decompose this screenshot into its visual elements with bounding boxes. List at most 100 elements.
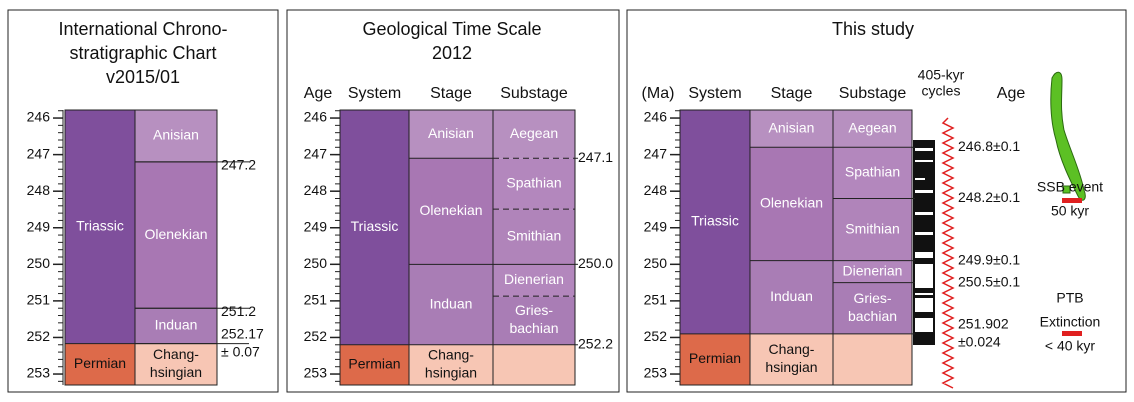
column-header: Stage: [771, 85, 813, 102]
unit-label: bachian: [848, 308, 897, 324]
time-unit: [833, 282, 912, 334]
tick-label: 252: [304, 328, 328, 344]
boundary-label: 251.2: [221, 303, 256, 319]
column-border: [492, 109, 576, 386]
panel-title: v2015/01: [106, 67, 180, 87]
unit-label: Olenekian: [144, 226, 207, 242]
unit-label: Triassic: [76, 218, 124, 234]
time-unit: [833, 333, 912, 385]
time-unit: [409, 158, 493, 265]
tick-label: 250: [27, 255, 51, 271]
time-unit: [135, 308, 217, 344]
time-unit: [135, 161, 217, 309]
note: 50 kyr: [1051, 203, 1089, 219]
time-unit: [750, 260, 833, 334]
unit-label: Dienerian: [504, 271, 564, 287]
unit-label: Induan: [430, 295, 473, 311]
unit-label: Aegean: [510, 125, 558, 141]
unit-label: Permian: [74, 355, 126, 371]
column-header: Stage: [430, 85, 472, 102]
tick-label: 252: [27, 328, 51, 344]
unit-label: Chang-: [428, 347, 474, 363]
scale-bar: [1062, 331, 1082, 336]
time-unit: [833, 147, 912, 199]
boundary-label: 247.2: [221, 157, 256, 173]
time-unit: [493, 264, 575, 297]
time-unit: [833, 198, 912, 261]
tick-label: 251: [27, 292, 51, 308]
tick-label: 251: [304, 292, 328, 308]
unit-label: Olenekian: [760, 195, 823, 211]
unit-label: Induan: [770, 288, 813, 304]
unit-label: Chang-: [769, 341, 815, 357]
unit-label: Permian: [348, 356, 400, 372]
panel-title: stratigraphic Chart: [69, 43, 216, 63]
tick-label: 248: [304, 182, 328, 198]
unit-label: Spathian: [506, 174, 561, 190]
unit-label: hsingian: [765, 359, 817, 375]
tick-label: 250: [644, 255, 668, 271]
column-border: [134, 109, 218, 386]
time-unit: [65, 343, 135, 385]
note: < 40 kyr: [1045, 338, 1096, 354]
unit-label: bachian: [509, 320, 558, 336]
time-unit: [493, 209, 575, 265]
wave-line: [941, 117, 955, 389]
unit-label: Smithian: [507, 227, 561, 243]
time-unit: [680, 110, 750, 334]
unit-label: Induan: [155, 317, 198, 333]
unit-label: Anisian: [428, 125, 474, 141]
tick-label: 249: [304, 218, 328, 234]
column-header: Age: [997, 85, 1026, 102]
tick-label: 253: [304, 365, 328, 381]
boundary-label: 246.8±0.1: [958, 138, 1020, 154]
column-border: [832, 109, 913, 386]
time-unit: [409, 344, 493, 385]
time-unit: [750, 110, 833, 148]
panel-frame: [626, 9, 1127, 393]
unit-label: Chang-: [153, 346, 199, 362]
tick-label: 248: [644, 182, 668, 198]
scale-bar: [1062, 198, 1082, 203]
note: PTB: [1056, 290, 1083, 306]
tick-label: 248: [27, 182, 51, 198]
time-unit: [493, 158, 575, 210]
unit-label: Anisian: [769, 119, 815, 135]
tick-label: 249: [644, 218, 668, 234]
axis-label: (Ma): [642, 85, 675, 102]
tick-label: 246: [27, 109, 51, 125]
unit-label: Olenekian: [419, 202, 482, 218]
cycles-column: [913, 140, 935, 345]
unit-label: hsingian: [150, 364, 202, 380]
time-unit: [493, 296, 575, 345]
tick-label: 247: [27, 145, 51, 161]
column-header: cycles: [922, 83, 961, 99]
time-unit: [833, 260, 912, 283]
boundary-label: 249.9±0.1: [958, 251, 1020, 267]
panel-title: International Chrono-: [58, 19, 227, 39]
boundary-label: 247.1: [578, 149, 613, 165]
unit-label: Spathian: [845, 164, 900, 180]
note: Extinction: [1040, 314, 1101, 330]
time-unit: [409, 264, 493, 345]
tick-label: 246: [304, 109, 328, 125]
time-unit: [680, 333, 750, 385]
tick-label: 247: [304, 145, 328, 161]
tick-label: 252: [644, 328, 668, 344]
boundary-label: 252.2: [578, 335, 613, 351]
boundary-label: 250.0: [578, 255, 613, 271]
unit-label: Gries-: [515, 302, 553, 318]
time-unit: [135, 343, 217, 385]
time-unit: [833, 110, 912, 148]
unit-label: Triassic: [691, 213, 739, 229]
unit-label: Gries-: [853, 290, 891, 306]
time-unit: [493, 344, 575, 385]
panel-title: This study: [832, 19, 914, 39]
boundary-label: 250.5±0.1: [958, 273, 1020, 289]
tick-label: 246: [644, 109, 668, 125]
time-unit: [340, 344, 409, 385]
unit-label: Triassic: [351, 218, 399, 234]
unit-label: Aegean: [848, 119, 896, 135]
unit-label: Permian: [689, 350, 741, 366]
